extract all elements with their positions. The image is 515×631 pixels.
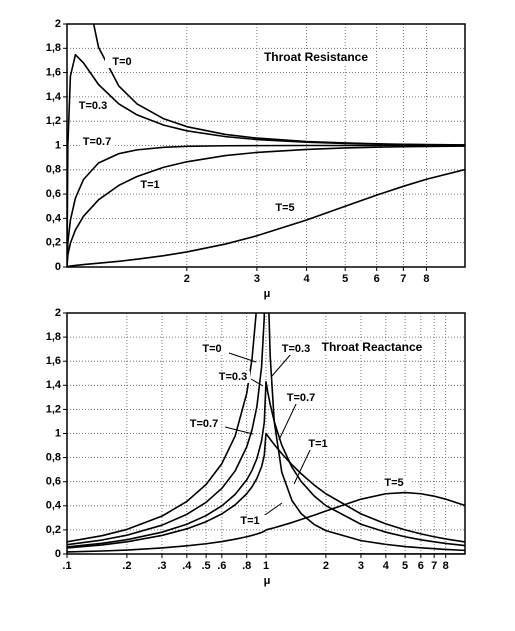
x-tick-label: .8	[242, 560, 251, 572]
y-tick-label: 1,6	[46, 355, 61, 367]
label-backdrop	[133, 179, 167, 191]
x-tick-label: .1	[62, 560, 71, 572]
y-tick-label: 0,8	[46, 452, 61, 464]
label-backdrop	[80, 136, 114, 148]
leader-line	[225, 351, 257, 363]
plot-frame	[66, 312, 466, 555]
series-label: T=0.7	[83, 136, 111, 148]
curves	[67, 24, 465, 267]
series-label: T=1	[308, 438, 327, 450]
leader-line	[271, 353, 292, 377]
curve	[67, 53, 465, 267]
y-tick-label: 1,4	[46, 379, 62, 391]
x-tick-label: 4	[304, 273, 311, 285]
series-label: T=0.7	[287, 392, 315, 404]
title-backdrop	[260, 51, 372, 65]
y-tick-label: 2	[55, 18, 61, 30]
y-tick-label: 1,2	[46, 115, 61, 127]
label-backdrop	[279, 343, 313, 355]
curve	[67, 313, 465, 552]
label-backdrop	[377, 477, 411, 489]
x-tick-label: 2	[323, 560, 329, 572]
curve	[67, 381, 465, 548]
leader-line	[250, 378, 264, 387]
y-tick-label: 0,4	[46, 212, 62, 224]
x-tick-label: 7	[431, 560, 437, 572]
series-label: T=0	[112, 56, 131, 68]
y-tick-label: 1,4	[46, 91, 62, 103]
x-tick-label: 3	[358, 560, 364, 572]
x-tick-label: .3	[157, 560, 166, 572]
curves	[67, 313, 465, 554]
series-label: T=1	[240, 515, 259, 527]
y-tick-label: 1,8	[46, 331, 61, 343]
leader-line	[261, 502, 283, 518]
x-tick-label: 3	[254, 273, 260, 285]
y-tick-label: 0,6	[46, 188, 61, 200]
curve	[67, 432, 465, 549]
y-tick-label: 0	[55, 548, 61, 560]
label-backdrop	[233, 515, 267, 527]
label-backdrop	[284, 392, 318, 404]
leader-line	[224, 426, 254, 435]
x-tick-label: 5	[402, 560, 408, 572]
x-tick-label: 6	[374, 273, 380, 285]
y-tick-label: 1	[55, 427, 61, 439]
series-label: T=5	[275, 202, 294, 214]
title-backdrop	[316, 341, 428, 355]
y-tick-label: 2	[55, 307, 61, 319]
x-tick-label: .6	[217, 560, 226, 572]
series-label: T=0.3	[79, 100, 107, 112]
y-tick-label: 0,4	[46, 500, 62, 512]
leader-line	[278, 401, 298, 441]
x-tick-label: 2	[184, 273, 190, 285]
chart-panel: 0 0,2 0,4 0,6 0,8 1 1,2 1,4 1,6 1,8 2 .1 .2 .3 .4 .5 .6.…	[46, 307, 466, 587]
y-tick-label: 1,8	[46, 42, 61, 54]
x-tick-label: .2	[122, 560, 131, 572]
curve	[67, 491, 465, 553]
series-label: T=0.3	[219, 371, 247, 383]
x-tick-label: .4	[182, 560, 192, 572]
leader-line	[293, 447, 312, 485]
curve	[67, 168, 465, 267]
label-backdrop	[105, 56, 139, 68]
x-tick-label: 6	[418, 560, 424, 572]
series-label: T=0	[202, 343, 221, 355]
curve	[67, 144, 465, 267]
chart-title: Throat Reactance	[322, 340, 423, 354]
label-backdrop	[76, 100, 110, 112]
series-label: T=0.7	[190, 418, 218, 430]
curve	[67, 313, 465, 554]
label-backdrop	[216, 371, 250, 383]
series-label: T=5	[384, 477, 403, 489]
x-tick-label: 7	[400, 273, 406, 285]
y-tick-label: 0	[55, 261, 61, 273]
label-backdrop	[195, 343, 229, 355]
x-tick-label: 8	[423, 273, 429, 285]
series-label: T=0.3	[282, 343, 310, 355]
x-axis-label: μ	[264, 575, 271, 587]
series-label: T=1	[140, 179, 159, 191]
x-tick-label: 5	[342, 273, 348, 285]
y-tick-label: 1	[55, 139, 61, 151]
y-tick-label: 1,2	[46, 403, 61, 415]
chart-panel: 0 0,2 0,4 0,6 0,8 1 1,2 1,4 1,6 1,8 2 2 3 4 5 6 7 8 T=0 T=0…	[46, 18, 466, 300]
x-tick-label: .5	[202, 560, 211, 572]
x-tick-label: 1	[263, 560, 269, 572]
y-tick-label: 0,2	[46, 237, 61, 249]
y-tick-label: 1,6	[46, 67, 61, 79]
y-tick-label: 0,2	[46, 524, 61, 536]
x-tick-label: 8	[443, 560, 449, 572]
label-backdrop	[268, 202, 302, 214]
label-backdrop	[301, 438, 335, 450]
x-axis-label: μ	[264, 288, 271, 300]
curve	[67, 145, 465, 267]
label-backdrop	[187, 418, 221, 430]
x-tick-label: 4	[383, 560, 390, 572]
y-tick-label: 0,6	[46, 476, 61, 488]
y-tick-label: 0,8	[46, 164, 61, 176]
chart-title: Throat Resistance	[264, 50, 368, 64]
